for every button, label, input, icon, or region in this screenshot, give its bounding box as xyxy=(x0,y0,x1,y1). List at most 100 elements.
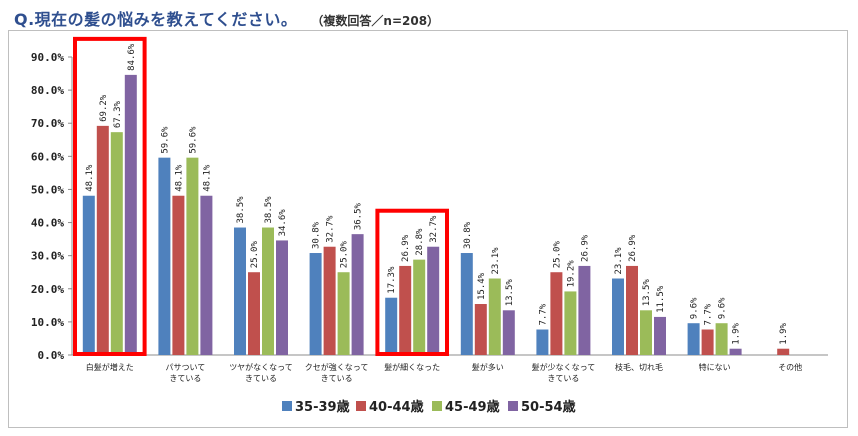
category-label: きている xyxy=(547,374,579,383)
data-label: 1.9% xyxy=(732,322,742,344)
bar xyxy=(578,265,591,355)
data-label: 59.6% xyxy=(160,126,170,154)
category-label: 白髪が増えた xyxy=(86,362,134,372)
bar xyxy=(110,132,123,355)
bar xyxy=(309,253,322,355)
legend-label: 50-54歳 xyxy=(521,399,576,415)
data-label: 28.8% xyxy=(415,228,425,256)
bar xyxy=(82,195,95,355)
y-tick-label: 30.0% xyxy=(31,250,64,263)
legend-label: 45-49歳 xyxy=(445,399,500,415)
category-label: 髪が少なくなって xyxy=(532,362,596,372)
legend-label: 40-44歳 xyxy=(369,399,424,415)
data-label: 38.5% xyxy=(264,196,274,224)
data-label: 59.6% xyxy=(188,126,198,154)
y-tick-label: 20.0% xyxy=(31,283,64,296)
bar xyxy=(413,259,426,355)
bar xyxy=(337,272,350,355)
chart-container xyxy=(8,30,848,428)
bar xyxy=(399,265,412,355)
data-label: 48.1% xyxy=(174,164,184,192)
data-label: 25.0% xyxy=(340,241,350,269)
data-label: 11.5% xyxy=(656,285,666,313)
data-label: 26.9% xyxy=(580,234,590,262)
category-label: 枝毛、切れ毛 xyxy=(615,362,663,372)
bar xyxy=(200,195,213,355)
bar xyxy=(564,291,577,355)
bar xyxy=(323,246,336,355)
bar xyxy=(687,323,700,355)
data-label: 9.6% xyxy=(718,297,728,319)
bar xyxy=(124,74,137,355)
data-label: 84.6% xyxy=(127,43,137,71)
bar xyxy=(715,323,728,355)
bar xyxy=(276,240,288,355)
bar xyxy=(96,125,109,355)
bar xyxy=(777,348,790,355)
legend-swatch xyxy=(282,401,292,411)
chart-title: Q.現在の髪の悩みを教えてください。 xyxy=(14,10,298,29)
bar xyxy=(612,278,624,355)
bar xyxy=(234,227,246,355)
y-tick-label: 40.0% xyxy=(31,217,64,230)
y-tick-label: 50.0% xyxy=(31,183,64,196)
data-label: 19.2% xyxy=(566,260,576,288)
bar xyxy=(385,297,398,355)
data-label: 25.0% xyxy=(250,241,260,269)
bar xyxy=(654,316,666,355)
bar xyxy=(474,304,487,355)
data-label: 23.1% xyxy=(614,247,624,275)
data-label: 23.1% xyxy=(491,247,501,275)
data-label: 1.9% xyxy=(779,322,789,344)
data-label: 13.5% xyxy=(505,279,515,307)
category-label: パサついて xyxy=(166,363,206,372)
y-tick-label: 90.0% xyxy=(31,51,64,64)
data-label: 48.1% xyxy=(202,164,212,192)
chart-subtitle: （複数回答／n=208） xyxy=(311,14,440,28)
category-label: ツヤがなくなって xyxy=(229,362,293,372)
data-label: 32.7% xyxy=(429,215,439,243)
bar xyxy=(262,227,274,355)
bar xyxy=(172,195,185,355)
category-label: 髪が多い xyxy=(472,362,504,372)
legend-label: 35-39歳 xyxy=(295,399,350,415)
y-tick-label: 60.0% xyxy=(31,150,64,163)
data-label: 25.0% xyxy=(552,241,562,269)
bar xyxy=(729,348,742,355)
bar xyxy=(351,234,364,355)
header: Q.現在の髪の悩みを教えてください。 （複数回答／n=208） xyxy=(14,6,440,29)
bar xyxy=(186,157,199,355)
data-label: 34.6% xyxy=(278,209,288,237)
y-tick-label: 10.0% xyxy=(31,316,64,329)
y-tick-label: 0.0% xyxy=(38,349,65,362)
data-label: 69.2% xyxy=(99,94,109,122)
data-label: 32.7% xyxy=(326,215,336,243)
data-label: 48.1% xyxy=(85,164,95,192)
bar xyxy=(502,310,515,355)
data-label: 30.8% xyxy=(463,221,473,249)
y-tick-label: 70.0% xyxy=(31,117,64,130)
data-label: 67.3% xyxy=(113,100,123,128)
legend-swatch xyxy=(508,401,518,411)
category-label: きている xyxy=(245,374,277,383)
highlight-box xyxy=(73,36,147,356)
bar xyxy=(701,329,714,355)
legend-swatch xyxy=(356,401,366,411)
data-label: 9.6% xyxy=(690,297,700,319)
data-label: 13.5% xyxy=(642,279,652,307)
bar xyxy=(488,278,501,355)
bar xyxy=(536,329,549,355)
data-label: 30.8% xyxy=(312,221,322,249)
data-label: 38.5% xyxy=(236,196,246,224)
bar xyxy=(248,272,260,355)
category-label: きている xyxy=(321,374,353,383)
data-label: 26.9% xyxy=(401,234,411,262)
data-label: 17.3% xyxy=(387,266,397,294)
data-label: 36.5% xyxy=(354,202,364,230)
bar xyxy=(460,253,473,355)
y-tick-label: 80.0% xyxy=(31,84,64,97)
category-label: クセが強くなって xyxy=(305,362,369,372)
category-label: 髪が細くなった xyxy=(384,362,440,372)
highlight-box xyxy=(375,208,449,356)
